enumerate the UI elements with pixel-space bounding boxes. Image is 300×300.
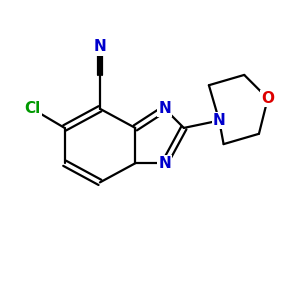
- Text: N: N: [94, 39, 106, 54]
- Text: O: O: [261, 91, 274, 106]
- Text: Cl: Cl: [24, 101, 40, 116]
- Text: N: N: [158, 156, 171, 171]
- Text: N: N: [213, 113, 226, 128]
- Text: N: N: [158, 101, 171, 116]
